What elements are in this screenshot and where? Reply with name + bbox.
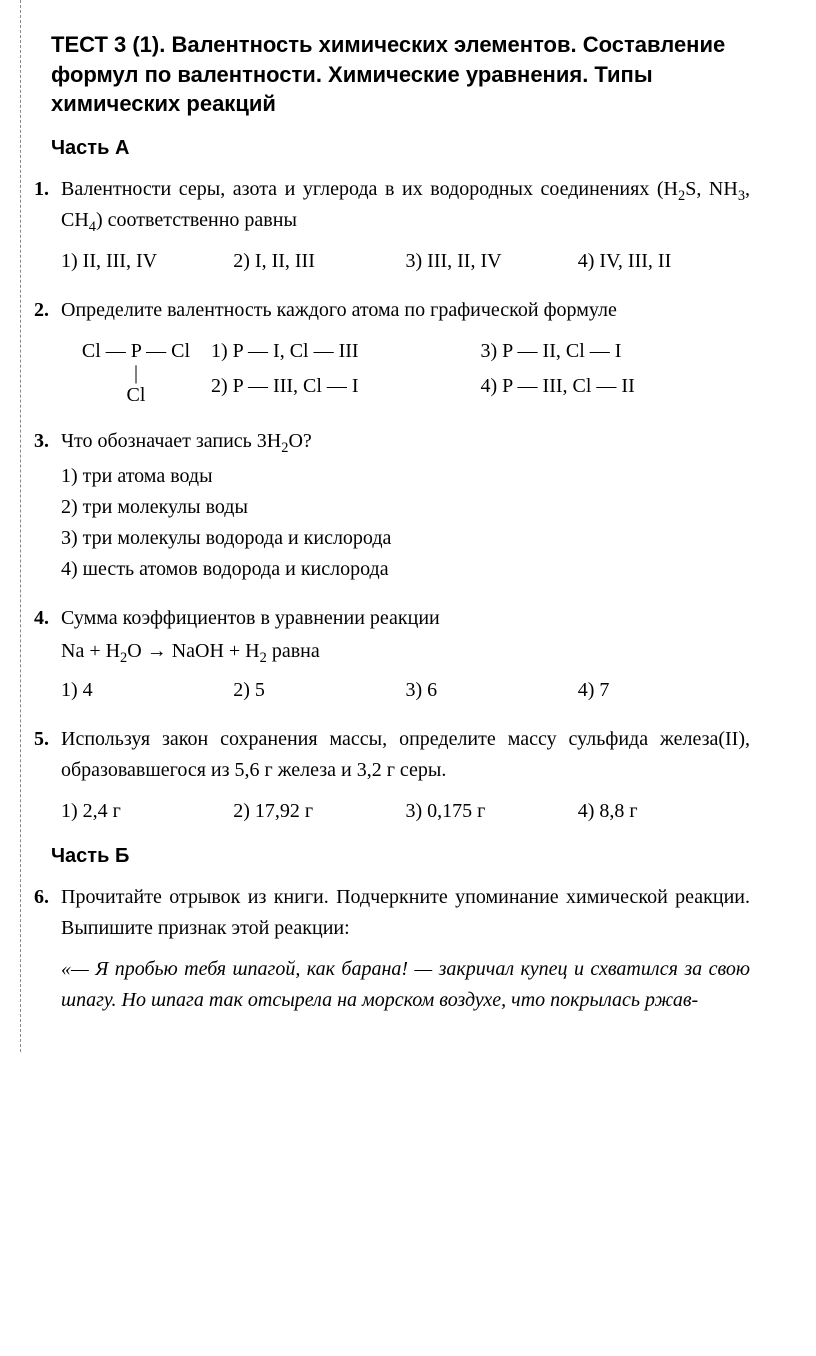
question-text: Прочитайте отрывок из книги. Подчеркните… [61, 882, 750, 944]
text-fragment: S, NH [685, 178, 738, 200]
option-4: 4) IV, III, II [578, 246, 750, 277]
quote-text: «— Я пробью тебя шпагой, как барана! — з… [61, 954, 750, 1016]
option-1: 1) 4 [61, 675, 233, 706]
structural-formula: Cl — P — Cl | Cl [61, 336, 211, 408]
question-text: Определите валентность каждого атома по … [61, 295, 750, 326]
question-number: 6. [13, 882, 61, 1016]
question-number: 5. [13, 724, 61, 827]
question-4: 4. Сумма коэффициентов в уравнении реакц… [51, 603, 750, 706]
option-3: 3) III, II, IV [406, 246, 578, 277]
option-3: 3) 6 [406, 675, 578, 706]
question-6: 6. Прочитайте отрывок из книги. Подчеркн… [51, 882, 750, 1016]
option-3: 3) три молекулы водорода и кислорода [61, 523, 750, 554]
option-1: 1) II, III, IV [61, 246, 233, 277]
option-3: 3) 0,175 г [406, 796, 578, 827]
question-text: Используя закон сохранения массы, опреде… [61, 724, 750, 786]
option-1: 1) 2,4 г [61, 796, 233, 827]
formula-line: Cl [61, 382, 211, 408]
option-4: 4) 8,8 г [578, 796, 750, 827]
question-text: Что обозначает запись 3H2O? [61, 426, 750, 457]
option-2: 2) 17,92 г [233, 796, 405, 827]
test-title: ТЕСТ 3 (1). Валентность химических элеме… [51, 30, 750, 119]
text-fragment: равна [267, 640, 320, 662]
question-2: 2. Определите валентность каждого атома … [51, 295, 750, 408]
question-text: Валентности серы, азота и углерода в их … [61, 174, 750, 236]
options-row: 1) 2,4 г 2) 17,92 г 3) 0,175 г 4) 8,8 г [61, 796, 750, 827]
option-2: 2) I, II, III [233, 246, 405, 277]
option-4: 4) P — III, Cl — II [481, 371, 751, 402]
question-5: 5. Используя закон сохранения массы, опр… [51, 724, 750, 827]
subscript: 2 [260, 650, 267, 666]
option-4: 4) шесть атомов водорода и кислорода [61, 554, 750, 585]
question-3: 3. Что обозначает запись 3H2O? 1) три ат… [51, 426, 750, 585]
options-row: 1) 4 2) 5 3) 6 4) 7 [61, 675, 750, 706]
question-text: Сумма коэффициентов в уравнении реакции [61, 603, 750, 634]
option-2: 2) 5 [233, 675, 405, 706]
text-fragment: Na + H [61, 640, 120, 662]
text-fragment: Валентности серы, азота и углерода в их … [61, 178, 678, 200]
q2-content: Cl — P — Cl | Cl 1) P — I, Cl — III 3) P… [61, 336, 750, 408]
option-4: 4) 7 [578, 675, 750, 706]
question-number: 2. [13, 295, 61, 408]
option-1: 1) три атома воды [61, 461, 750, 492]
question-number: 1. [13, 174, 61, 277]
question-number: 4. [13, 603, 61, 706]
subscript: 4 [89, 219, 96, 235]
text-fragment: O? [288, 430, 311, 452]
option-2: 2) три молекулы воды [61, 492, 750, 523]
question-body: Валентности серы, азота и углерода в их … [61, 174, 750, 277]
question-body: Прочитайте отрывок из книги. Подчеркните… [61, 882, 750, 1016]
options-grid: 1) P — I, Cl — III 3) P — II, Cl — I 2) … [211, 336, 750, 402]
page: ТЕСТ 3 (1). Валентность химических элеме… [20, 0, 790, 1052]
text-fragment: O → NaOH + H [127, 640, 259, 662]
equation: Na + H2O → NaOH + H2 равна [61, 636, 750, 667]
options-column: 1) три атома воды 2) три молекулы воды 3… [61, 461, 750, 585]
text-fragment: ) соответственно равны [96, 209, 297, 231]
part-a-heading: Часть А [51, 137, 750, 160]
part-b-heading: Часть Б [51, 845, 750, 868]
question-body: Что обозначает запись 3H2O? 1) три атома… [61, 426, 750, 585]
question-body: Сумма коэффициентов в уравнении реакции … [61, 603, 750, 706]
subscript: 3 [738, 188, 745, 204]
question-number: 3. [13, 426, 61, 585]
option-2: 2) P — III, Cl — I [211, 371, 481, 402]
question-body: Используя закон сохранения массы, опреде… [61, 724, 750, 827]
options-row: 1) II, III, IV 2) I, II, III 3) III, II,… [61, 246, 750, 277]
question-body: Определите валентность каждого атома по … [61, 295, 750, 408]
option-3: 3) P — II, Cl — I [481, 336, 751, 367]
option-1: 1) P — I, Cl — III [211, 336, 481, 367]
text-fragment: Что обозначает запись 3H [61, 430, 281, 452]
question-1: 1. Валентности серы, азота и углерода в … [51, 174, 750, 277]
